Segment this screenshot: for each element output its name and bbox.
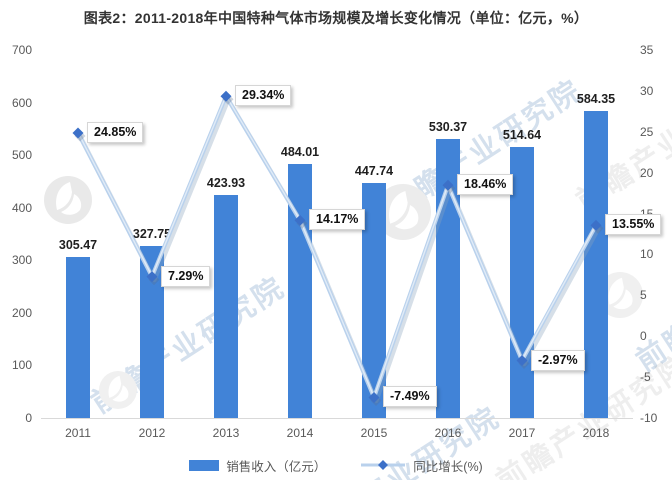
bar-value-label: 305.47	[58, 238, 98, 253]
bar-2018	[584, 110, 608, 418]
chart-title: 图表2：2011-2018年中国特种气体市场规模及增长变化情况（单位：亿元，%）	[83, 10, 589, 26]
legend-line-swatch-icon	[361, 460, 406, 470]
x-axis-line	[41, 418, 633, 419]
y-axis-left-tick: 700	[11, 43, 32, 57]
bar-2013	[214, 195, 238, 418]
line-marker-2013	[220, 90, 232, 102]
y-axis-right-tick: 10	[640, 247, 654, 262]
legend: 销售收入（亿元） 同比增长(%)	[0, 454, 672, 476]
legend-label-revenue: 销售收入（亿元）	[226, 459, 327, 474]
growth-value-label: -2.97%	[531, 349, 585, 371]
x-axis-tick: 2016	[434, 426, 462, 440]
y-axis-left-tick: 600	[11, 95, 32, 110]
line-marker-2015	[368, 391, 380, 403]
line-marker-2017	[516, 355, 528, 367]
legend-bar-swatch-icon	[189, 459, 220, 471]
y-axis-left-tick: 0	[25, 411, 32, 425]
bar-value-label: 423.93	[206, 176, 246, 191]
line-marker-2012	[146, 271, 158, 283]
bar-value-label: 484.01	[280, 144, 320, 159]
x-axis-tick: 2017	[508, 426, 536, 440]
x-axis-tick: 2011	[65, 426, 91, 440]
y-axis-right-tick: 30	[640, 83, 654, 98]
legend-item-revenue: 销售收入（亿元）	[189, 456, 326, 475]
y-axis-left-tick: 200	[11, 305, 32, 320]
x-axis-tick: 2018	[582, 426, 610, 440]
y-axis-right-tick: 35	[640, 43, 654, 57]
growth-value-label: 18.46%	[457, 174, 514, 196]
x-axis-tick: 2013	[212, 426, 240, 440]
line-marker-2014	[294, 214, 306, 226]
growth-value-label: -7.49%	[383, 386, 437, 408]
x-axis-tick: 2015	[360, 426, 388, 440]
line-marker-2016	[442, 179, 454, 191]
growth-value-label: 14.17%	[309, 209, 366, 231]
y-axis-right-tick: 25	[640, 124, 654, 139]
bar-value-label: 327.75	[132, 226, 172, 241]
growth-value-label: 13.55%	[605, 214, 662, 236]
y-axis-left-tick: 400	[11, 200, 32, 215]
y-axis-right-tick: -10	[640, 411, 658, 425]
line-marker-2011	[72, 127, 84, 139]
x-axis-tick: 2012	[138, 426, 166, 440]
y-axis-left-tick: 300	[11, 253, 32, 268]
y-axis-right-tick: 20	[640, 165, 654, 180]
x-axis-tick: 2014	[286, 426, 314, 440]
y-axis-left-tick: 100	[11, 358, 32, 373]
bar-value-label: 584.35	[576, 91, 616, 106]
bar-value-label: 447.74	[354, 163, 394, 178]
bar-2011	[66, 257, 90, 418]
growth-value-label: 7.29%	[161, 265, 211, 287]
legend-item-growth: 同比增长(%)	[360, 456, 483, 475]
growth-value-label: 24.85%	[87, 122, 144, 143]
growth-value-label: 29.34%	[235, 85, 292, 107]
legend-label-growth: 同比增长(%)	[413, 459, 483, 474]
bar-value-label: 530.37	[428, 120, 468, 135]
line-marker-2018	[590, 219, 602, 231]
y-axis-right-tick: 0	[640, 329, 647, 344]
y-axis-left-tick: 500	[11, 148, 32, 163]
bar-2017	[510, 147, 534, 418]
bar-value-label: 514.64	[502, 128, 542, 143]
y-axis-right-tick: -5	[640, 370, 651, 385]
y-axis-right-tick: 5	[640, 288, 647, 303]
